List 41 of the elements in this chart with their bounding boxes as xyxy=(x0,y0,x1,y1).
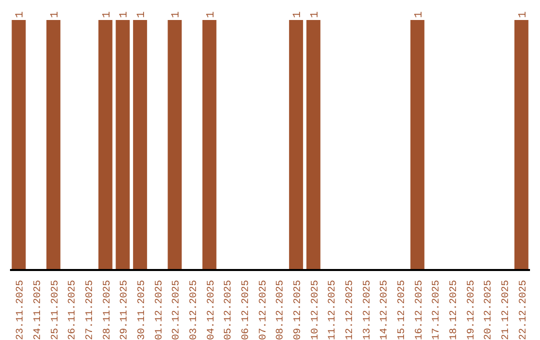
data-label: 1 xyxy=(101,11,114,18)
x-tick-label: 06.12.2025 xyxy=(241,280,252,340)
x-tick-label: 01.12.2025 xyxy=(154,280,166,340)
x-tick-label: 19.12.2025 xyxy=(466,280,478,340)
x-tick-label: 13.12.2025 xyxy=(362,280,374,340)
x-tick-label: 29.11.2025 xyxy=(120,280,131,340)
x-tick-label: 30.11.2025 xyxy=(137,280,148,340)
x-tick-label: 14.12.2025 xyxy=(380,280,391,340)
data-label: 1 xyxy=(49,11,62,18)
x-tick-label: 20.12.2025 xyxy=(484,280,495,340)
data-label: 1 xyxy=(292,11,304,18)
x-tick-label: 02.12.2025 xyxy=(172,280,183,340)
x-tick-label: 18.12.2025 xyxy=(449,280,460,340)
data-label: 1 xyxy=(118,11,131,18)
x-tick-label: 07.12.2025 xyxy=(258,280,270,340)
data-label: 1 xyxy=(14,11,27,18)
x-tick-label: 17.12.2025 xyxy=(432,280,443,340)
x-tick-label: 08.12.2025 xyxy=(276,280,287,340)
x-tick-label: 23.11.2025 xyxy=(16,280,27,340)
x-tick-label: 21.12.2025 xyxy=(501,280,512,340)
data-label: 1 xyxy=(413,11,426,18)
x-tick-label: 03.12.2025 xyxy=(189,280,200,340)
x-tick-label: 12.12.2025 xyxy=(345,280,356,340)
data-label: 1 xyxy=(205,11,218,18)
x-tick-label: 09.12.2025 xyxy=(293,280,304,340)
x-tick-label: 28.11.2025 xyxy=(102,280,114,340)
x-tick-label: 25.11.2025 xyxy=(50,280,62,340)
x-tick-label: 27.11.2025 xyxy=(85,280,96,340)
data-label: 1 xyxy=(136,11,148,18)
x-tick-label: 26.11.2025 xyxy=(68,280,79,340)
data-label: 1 xyxy=(309,11,322,18)
x-tick-label: 22.12.2025 xyxy=(518,280,530,340)
data-label: 1 xyxy=(517,11,530,18)
x-tick-label: 11.12.2025 xyxy=(328,280,339,340)
data-label: 1 xyxy=(170,11,183,18)
x-tick-label: 16.12.2025 xyxy=(414,280,426,340)
x-tick-label: 15.12.2025 xyxy=(397,280,408,340)
x-tick-label: 24.11.2025 xyxy=(33,280,44,340)
x-tick-label: 10.12.2025 xyxy=(310,280,322,340)
x-tick-label: 05.12.2025 xyxy=(224,280,235,340)
x-tick-label: 04.12.2025 xyxy=(206,280,218,340)
